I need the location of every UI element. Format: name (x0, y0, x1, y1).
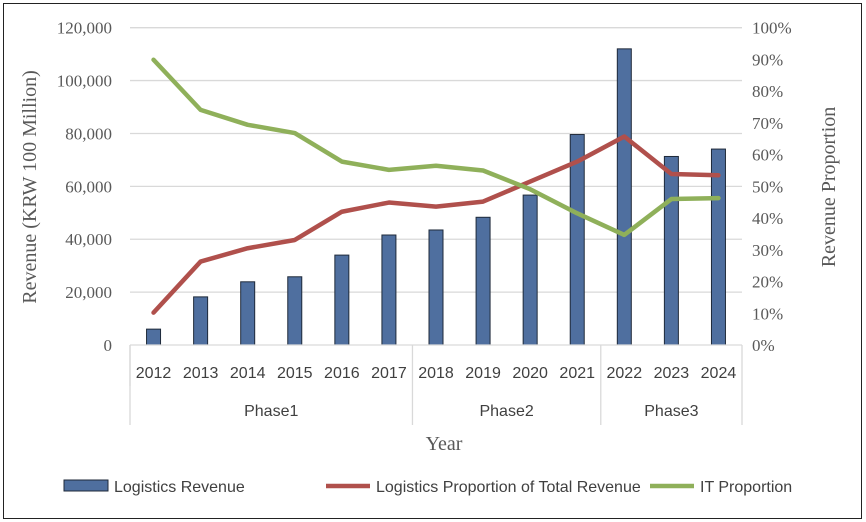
x-tick-label: 2022 (607, 365, 643, 382)
legend-label: IT Proportion (700, 479, 792, 496)
y2-tick-label: 10% (752, 304, 783, 323)
x-tick-label: 2019 (465, 365, 501, 382)
y2-tick-label: 20% (752, 273, 783, 292)
x-tick-label: 2021 (559, 365, 595, 382)
y-tick-label: 100,000 (57, 72, 112, 91)
y2-tick-label: 60% (752, 146, 783, 165)
y-tick-label: 40,000 (65, 230, 112, 249)
bar-2014 (240, 281, 256, 346)
y-tick-label: 120,000 (57, 19, 112, 38)
legend-label: Logistics Revenue (114, 479, 245, 496)
x-tick-label: 2017 (371, 365, 407, 382)
line-series-2 (151, 57, 721, 238)
bar-2017 (381, 234, 397, 346)
bar-2020 (522, 194, 538, 346)
y2-tick-label: 40% (752, 209, 783, 228)
bar-2013 (193, 296, 209, 346)
x-tick-label: 2023 (654, 365, 690, 382)
group-label: Phase1 (244, 403, 298, 420)
x-tick-label: 2013 (183, 365, 219, 382)
y2-tick-label: 100% (752, 19, 792, 38)
x-tick-label: 2024 (701, 365, 737, 382)
x-tick-label: 2016 (324, 365, 360, 382)
y2-axis-title: Revenue Proportion (818, 107, 840, 268)
bar-2023 (663, 155, 679, 346)
line-series-1 (151, 134, 721, 315)
y2-tick-label: 70% (752, 114, 783, 133)
y2-tick-label: 30% (752, 241, 783, 260)
x-tick-label: 2015 (277, 365, 313, 382)
y-axis-title: Revenue (KRW 100 Million) (19, 70, 41, 304)
bar-2024 (710, 148, 726, 346)
bar-2012 (146, 328, 162, 346)
y-tick-label: 80,000 (65, 124, 112, 143)
x-tick-label: 2014 (230, 365, 266, 382)
bar-2019 (475, 216, 491, 346)
x-tick-label: 2020 (512, 365, 548, 382)
bar-2022 (616, 48, 632, 346)
group-label: Phase2 (479, 403, 533, 420)
bar-2018 (428, 229, 444, 346)
bar-2015 (287, 276, 303, 346)
y2-tick-label: 80% (752, 82, 783, 101)
y-tick-label: 20,000 (65, 283, 112, 302)
x-tick-label: 2012 (136, 365, 172, 382)
legend-label: Logistics Proportion of Total Revenue (376, 479, 641, 496)
y2-tick-label: 50% (752, 177, 783, 196)
legend-swatch-bar (63, 479, 109, 492)
group-label: Phase3 (644, 403, 698, 420)
x-axis-title: Year (426, 433, 463, 455)
y-tick-label: 0 (104, 336, 113, 355)
x-tick-label: 2018 (418, 365, 454, 382)
bar-2016 (334, 254, 350, 346)
y2-tick-label: 90% (752, 50, 783, 69)
y-tick-label: 60,000 (65, 177, 112, 196)
y2-tick-label: 0% (752, 336, 775, 355)
